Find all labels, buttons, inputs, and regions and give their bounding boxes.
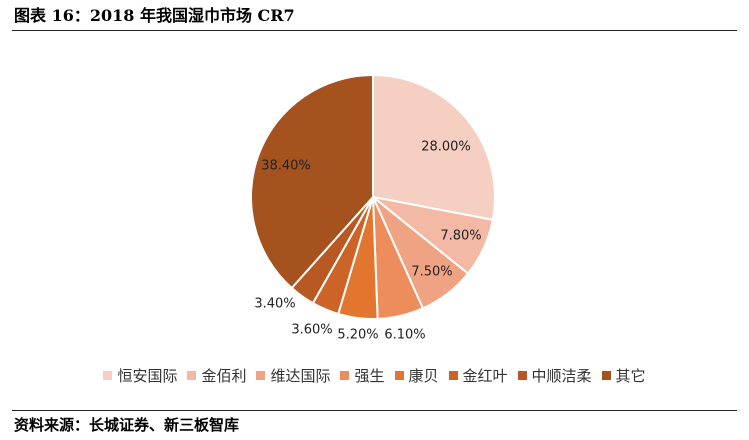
title-divider [12,30,737,31]
pie-data-labels: 28.00% 7.80% 7.50% 6.10% 5.20% 3.60% 3.40% 38.4… [254,140,481,343]
chart-title: 图表 16：2018 年我国湿巾市场 CR7 [14,6,295,25]
legend-item-7: 中顺洁柔 [517,365,592,386]
legend-item-3: 维达国际 [256,365,330,386]
legend-swatch [103,370,113,380]
legend-label: 康贝 [408,366,439,385]
legend-swatch [394,370,404,380]
legend-label: 金红叶 [462,366,508,385]
data-label-8: 38.40% [261,159,311,174]
legend-swatch [601,370,611,380]
pie-slice-8 [250,73,374,290]
legend-swatch [187,370,197,380]
legend-swatch [256,370,266,380]
data-label-3: 7.50% [411,265,452,280]
data-label-7: 3.40% [254,297,295,312]
source-note: 资料来源：长城证券、新三板智库 [14,416,240,434]
legend-item-5: 康贝 [394,365,439,386]
legend-label: 其它 [615,366,646,385]
legend-item-2: 金佰利 [187,365,246,386]
data-label-6: 3.60% [291,323,332,338]
data-label-1: 28.00% [421,140,471,155]
pie-slices [250,73,496,320]
source-divider [12,410,737,411]
data-label-5: 5.20% [337,328,378,343]
legend-item-6: 金红叶 [448,365,508,386]
legend-swatch [448,370,458,380]
data-label-4: 6.10% [384,328,425,343]
legend-label: 维达国际 [270,366,331,385]
legend-label: 强生 [354,366,385,385]
legend-swatch [517,370,527,380]
data-label-2: 7.80% [440,229,481,244]
legend-swatch [340,370,350,380]
legend-label: 恒安国际 [117,366,178,385]
legend-label: 金佰利 [201,366,247,385]
legend-item-1: 恒安国际 [103,365,177,386]
pie-slice-1 [372,73,496,222]
legend-item-4: 强生 [340,365,385,386]
legend-label: 中顺洁柔 [531,366,592,385]
chart-legend: 恒安国际 金佰利 维达国际 强生 康贝 金红叶 中顺洁柔 其它 [0,362,749,388]
legend-item-8: 其它 [601,365,646,386]
